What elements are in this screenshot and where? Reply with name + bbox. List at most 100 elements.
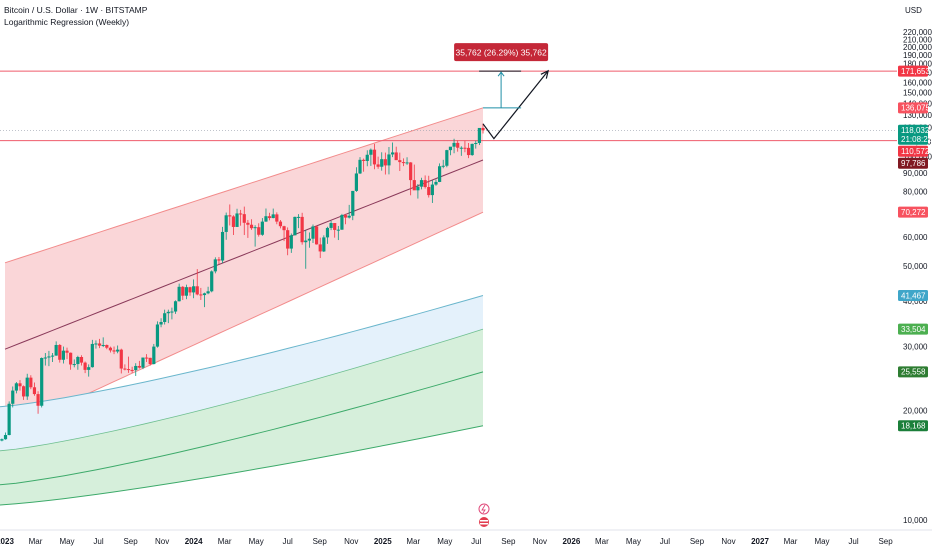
candle[interactable]: [434, 179, 438, 186]
candle[interactable]: [477, 127, 481, 146]
candle[interactable]: [11, 386, 15, 408]
y-tick-label[interactable]: 20,000: [903, 407, 928, 416]
candle[interactable]: [369, 148, 373, 166]
currency-label[interactable]: USD: [905, 6, 922, 15]
candle[interactable]: [79, 355, 84, 366]
candle[interactable]: [155, 321, 160, 348]
candle[interactable]: [249, 219, 254, 230]
y-tick-label[interactable]: 50,000: [903, 262, 928, 271]
candle[interactable]: [206, 286, 210, 295]
candle[interactable]: [354, 167, 359, 192]
candle[interactable]: [50, 353, 55, 363]
candle[interactable]: [126, 356, 131, 373]
x-tick-label[interactable]: Nov: [533, 537, 547, 546]
candle[interactable]: [181, 286, 185, 300]
candle[interactable]: [166, 309, 170, 324]
y-tick-label[interactable]: 210,000: [903, 35, 932, 44]
candle[interactable]: [343, 213, 348, 225]
candle[interactable]: [358, 157, 362, 174]
candle[interactable]: [123, 364, 127, 371]
candle[interactable]: [40, 357, 44, 408]
candle[interactable]: [427, 175, 431, 198]
x-tick-label[interactable]: Mar: [406, 537, 420, 546]
x-tick-label[interactable]: Jul: [471, 537, 481, 546]
candle[interactable]: [3, 432, 8, 440]
candle[interactable]: [242, 206, 246, 236]
candle[interactable]: [257, 223, 261, 237]
candle[interactable]: [300, 212, 304, 245]
candle[interactable]: [112, 346, 116, 355]
candle[interactable]: [398, 152, 402, 172]
candle[interactable]: [365, 150, 369, 167]
candle[interactable]: [210, 270, 214, 293]
candle[interactable]: [481, 123, 485, 134]
candle[interactable]: [390, 142, 395, 158]
y-tick-label[interactable]: 180,000: [903, 60, 932, 69]
candle[interactable]: [65, 347, 69, 360]
candle[interactable]: [401, 158, 406, 167]
candle[interactable]: [22, 385, 26, 400]
regression-mid-line[interactable]: [4, 159, 484, 350]
blue-band-line[interactable]: [0, 295, 484, 408]
y-tick-label[interactable]: 80,000: [903, 188, 928, 197]
candle[interactable]: [416, 184, 420, 199]
candle[interactable]: [148, 357, 152, 366]
y-tick-label[interactable]: 220,000: [903, 28, 932, 37]
time-axis[interactable]: 2023 Mar May Jul Sep Nov 2024 Mar May Jul Sep Nov 20…: [0, 529, 932, 546]
candle[interactable]: [336, 225, 340, 241]
x-tick-label[interactable]: Mar: [29, 537, 43, 546]
country-flag-icon[interactable]: [479, 517, 490, 527]
candle[interactable]: [340, 213, 344, 230]
x-tick-label[interactable]: 2027: [751, 537, 769, 546]
candle[interactable]: [239, 209, 243, 226]
candle[interactable]: [351, 190, 355, 221]
candle[interactable]: [141, 357, 145, 370]
plot-area[interactable]: 35,762 (26.29%) 35,762: [0, 43, 897, 527]
candle[interactable]: [72, 359, 76, 368]
x-tick-label[interactable]: May: [59, 537, 74, 546]
candle[interactable]: [0, 438, 4, 442]
candle[interactable]: [267, 212, 272, 221]
candle[interactable]: [25, 373, 29, 400]
candle[interactable]: [14, 382, 18, 394]
candle[interactable]: [47, 350, 51, 367]
candle[interactable]: [322, 235, 326, 253]
candle[interactable]: [380, 152, 384, 171]
x-tick-label[interactable]: Jul: [93, 537, 103, 546]
candle[interactable]: [409, 162, 413, 196]
candle[interactable]: [419, 177, 424, 190]
candle[interactable]: [173, 300, 178, 314]
candle[interactable]: [188, 286, 192, 296]
x-tick-label[interactable]: Nov: [721, 537, 735, 546]
candle[interactable]: [231, 215, 236, 236]
y-tick-label[interactable]: 190,000: [903, 51, 932, 60]
candle[interactable]: [177, 283, 181, 302]
candle[interactable]: [474, 140, 478, 149]
candle[interactable]: [144, 354, 149, 363]
x-tick-label[interactable]: Nov: [344, 537, 358, 546]
x-tick-label[interactable]: 2026: [562, 537, 580, 546]
candle[interactable]: [152, 343, 156, 365]
candle[interactable]: [87, 364, 91, 377]
x-tick-label[interactable]: 2023: [0, 537, 14, 546]
y-tick-label[interactable]: 30,000: [903, 343, 928, 352]
candle[interactable]: [325, 226, 330, 244]
candle[interactable]: [278, 219, 283, 229]
x-tick-label[interactable]: Mar: [218, 537, 232, 546]
candle[interactable]: [184, 284, 188, 300]
candle[interactable]: [228, 204, 232, 226]
candle[interactable]: [29, 375, 33, 390]
y-tick-label[interactable]: 200,000: [903, 43, 932, 52]
x-tick-label[interactable]: 2025: [374, 537, 392, 546]
candle[interactable]: [195, 269, 199, 296]
candle[interactable]: [289, 233, 293, 253]
candle[interactable]: [456, 140, 460, 152]
candle[interactable]: [199, 287, 203, 300]
candle[interactable]: [137, 360, 141, 369]
x-tick-label[interactable]: Mar: [595, 537, 609, 546]
event-flag-icon[interactable]: [478, 503, 490, 515]
candle[interactable]: [275, 212, 279, 225]
y-tick-label[interactable]: 100,000: [903, 152, 932, 161]
candle[interactable]: [264, 208, 268, 222]
